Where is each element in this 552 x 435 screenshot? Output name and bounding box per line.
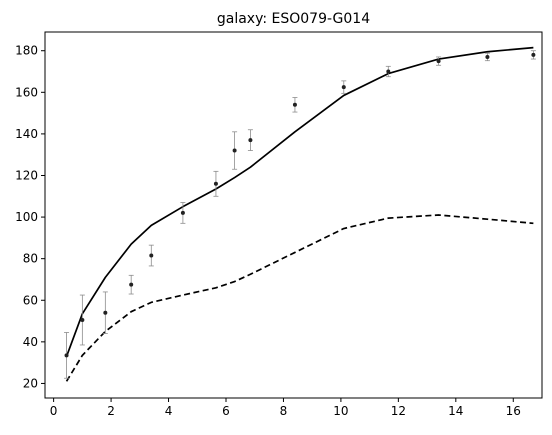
y-tick-label: 100 <box>15 210 38 224</box>
data-point <box>180 210 185 215</box>
y-tick-label: 120 <box>15 168 38 182</box>
y-tick-label: 80 <box>23 252 38 266</box>
y-tick-label: 140 <box>15 127 38 141</box>
y-tick-label: 20 <box>23 376 38 390</box>
data-point <box>80 318 85 323</box>
dashed-model-line <box>65 214 534 382</box>
plot-frame <box>44 31 543 399</box>
x-tick-label: 10 <box>333 404 348 418</box>
data-point <box>341 85 346 90</box>
x-tick-label: 2 <box>107 404 115 418</box>
data-point <box>436 59 441 64</box>
data-point <box>292 102 297 107</box>
x-tick-label: 4 <box>165 404 173 418</box>
x-tick-label: 12 <box>391 404 406 418</box>
data-point <box>485 54 490 59</box>
x-tick-label: 8 <box>280 404 288 418</box>
y-tick-label: 60 <box>23 293 38 307</box>
plot-marks <box>64 46 536 382</box>
data-point <box>149 253 154 258</box>
data-point <box>129 282 134 287</box>
data-point <box>232 148 237 153</box>
data-point <box>103 310 108 315</box>
data-point <box>64 353 69 358</box>
data-point <box>248 138 253 143</box>
x-tick-label: 6 <box>222 404 230 418</box>
data-point <box>531 52 536 57</box>
x-tick-label: 0 <box>50 404 58 418</box>
y-tick-label: 180 <box>15 44 38 58</box>
solid-model-line <box>65 46 534 357</box>
x-tick-label: 16 <box>506 404 521 418</box>
data-point <box>386 69 391 74</box>
data-point <box>213 181 218 186</box>
y-tick-label: 160 <box>15 85 38 99</box>
plot-axes: 0 2 4 6 8 10 12 14 16 20 40 60 80 100 120 140 160 180 <box>15 31 543 418</box>
y-tick-label: 40 <box>23 335 38 349</box>
x-tick-label: 14 <box>448 404 463 418</box>
chart-title: galaxy: ESO079-G014 <box>217 11 370 27</box>
